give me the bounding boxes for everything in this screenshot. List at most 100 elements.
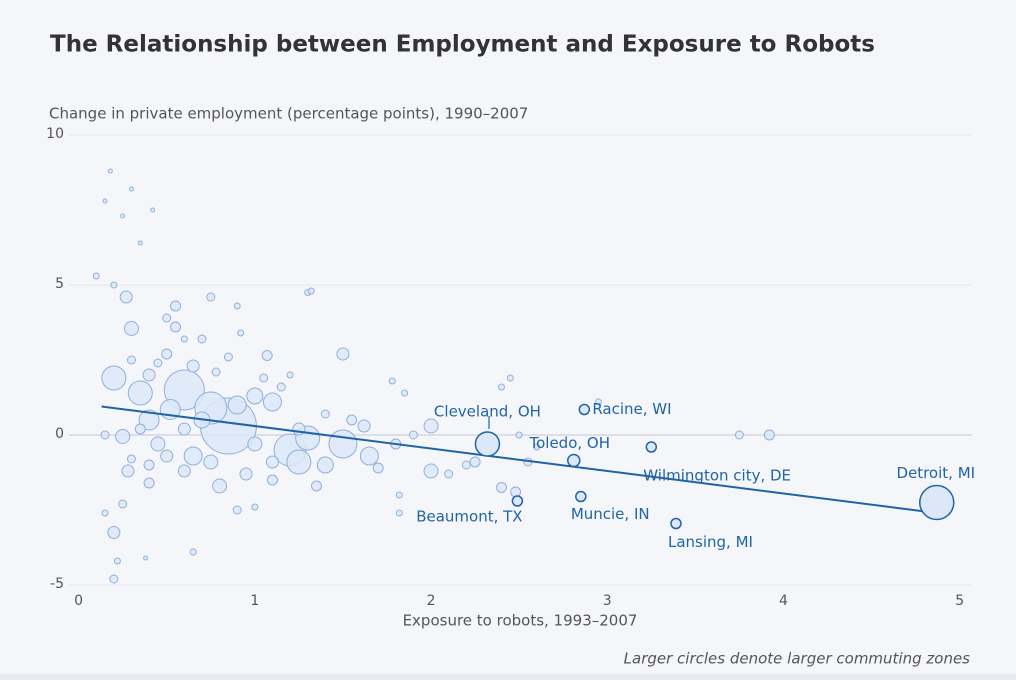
highlight-bubble (578, 403, 591, 416)
annotation-label: Cleveland, OH (434, 403, 541, 421)
bubble (423, 463, 439, 479)
bubble (372, 462, 384, 474)
bubble (336, 347, 350, 361)
bubble (395, 509, 403, 517)
highlight-bubble (575, 490, 587, 503)
y-axis-label: Change in private employment (percentage… (49, 105, 528, 123)
bubble (189, 548, 197, 556)
y-tick-label: 5 (55, 276, 64, 292)
bubble (180, 335, 188, 343)
bubble (316, 456, 334, 474)
x-tick-label: 2 (427, 593, 436, 609)
bubble (734, 430, 744, 440)
bubble (183, 446, 203, 466)
bubble (123, 321, 139, 336)
bubble (107, 526, 121, 539)
x-tick-label: 5 (955, 593, 964, 609)
bubble (395, 491, 403, 499)
bubble (113, 557, 121, 565)
bubble (110, 281, 118, 289)
y-tick-label: 0 (55, 426, 64, 442)
bubble (161, 348, 173, 360)
bubble (266, 474, 278, 486)
annotation-label: Detroit, MI (896, 464, 975, 482)
bubble (311, 480, 323, 492)
bubble (533, 443, 541, 451)
bubble (469, 456, 481, 468)
bubble (142, 368, 156, 382)
bubble (143, 555, 149, 561)
annotation-label: Racine, WI (592, 400, 671, 418)
bubble (101, 509, 109, 517)
highlight-bubble (474, 431, 501, 457)
bubble (594, 398, 602, 406)
bubble (203, 454, 219, 470)
bubble (261, 350, 273, 361)
bubble (246, 387, 264, 405)
bubble (444, 469, 454, 479)
chart-title: The Relationship between Employment and … (50, 32, 875, 58)
bubble (120, 213, 126, 219)
bubble (177, 464, 191, 478)
bubble (763, 429, 775, 441)
bubble (506, 374, 514, 382)
bubble (359, 446, 379, 466)
highlight-bubble (567, 453, 581, 468)
bubble (138, 409, 160, 431)
bubble (307, 287, 315, 295)
bubble (328, 429, 358, 459)
bubble (276, 382, 286, 392)
y-tick-label: -5 (50, 576, 64, 592)
bubble (92, 272, 100, 280)
bubble (150, 207, 156, 213)
bubble (286, 449, 312, 475)
note: Larger circles denote larger commuting z… (624, 650, 971, 668)
bubble (211, 367, 221, 377)
bubble (286, 371, 294, 379)
bubble (102, 198, 108, 204)
bubble (109, 574, 119, 584)
bubble (515, 431, 523, 439)
bubble (118, 499, 128, 509)
bubble (408, 430, 418, 440)
annotation-label: Muncie, IN (571, 505, 650, 523)
bubble (197, 334, 207, 344)
x-tick-label: 1 (250, 593, 259, 609)
x-tick-label: 4 (779, 593, 788, 609)
bubble (121, 464, 135, 478)
bubble (461, 460, 471, 470)
bubble (388, 377, 396, 385)
highlight-bubble (511, 495, 524, 507)
footer-strip (0, 674, 1016, 680)
bubble (346, 414, 358, 426)
bubble (126, 355, 136, 365)
bubble (206, 292, 216, 302)
bubble (233, 302, 241, 310)
bubble (223, 352, 233, 362)
bubble (265, 455, 279, 469)
x-axis-label: Exposure to robots, 1993–2007 (403, 612, 638, 630)
bubble (239, 467, 253, 481)
bubble (100, 430, 110, 440)
bubble (115, 429, 131, 444)
bubble (237, 329, 245, 337)
bubble (423, 418, 439, 434)
bubble (162, 313, 172, 323)
bubble (101, 365, 127, 391)
bubble (160, 449, 174, 463)
highlight-bubble (645, 441, 658, 453)
bubble (143, 477, 155, 489)
bubble (262, 392, 282, 412)
highlight-bubble (919, 484, 955, 521)
bubble (127, 380, 153, 406)
bubble (177, 422, 191, 436)
bubble (212, 478, 228, 494)
bubble (320, 409, 330, 419)
bubble (143, 459, 155, 471)
bubble (251, 503, 259, 511)
bubble (119, 290, 133, 304)
bubble (150, 436, 166, 452)
bubble (498, 383, 506, 391)
bubble (510, 486, 522, 498)
